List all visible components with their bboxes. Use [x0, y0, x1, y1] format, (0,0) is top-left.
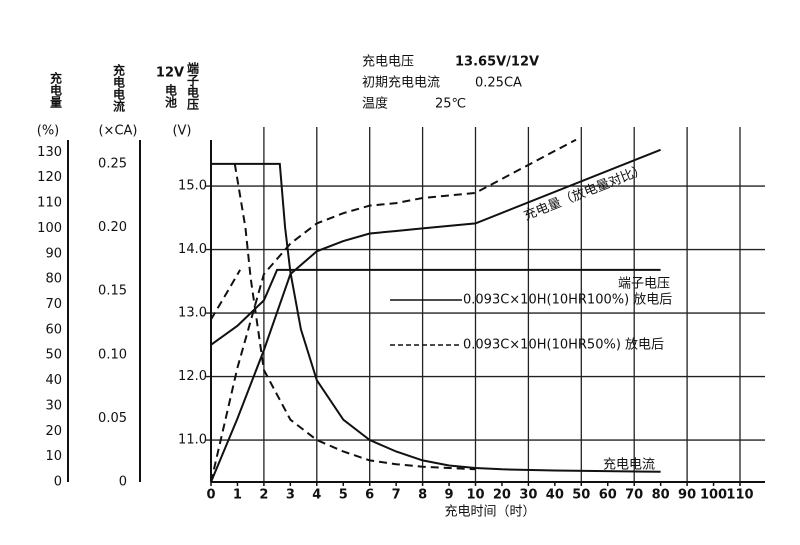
y2-tick-label: 0.15: [98, 284, 127, 299]
x-tick-label: 20: [493, 488, 511, 503]
y2-axis-title: 充电电流: [112, 63, 126, 113]
x-tick-label: 60: [599, 488, 617, 503]
y-tick-label: 120: [37, 170, 62, 185]
y-tick-label: 100: [37, 221, 62, 236]
y3-axis-title: 12V: [156, 66, 184, 81]
header-text: 充电电压: [362, 54, 414, 70]
curve: [210, 268, 661, 346]
x-tick-label: 9: [445, 488, 454, 503]
curve: [210, 148, 661, 483]
y-tick-label: 90: [45, 246, 62, 261]
x-tick-label: 40: [546, 488, 564, 503]
x-tick-label: 50: [572, 488, 590, 503]
x-tick-label: 100: [700, 488, 727, 503]
x-tick-label: 5: [339, 488, 348, 503]
x-tick-label: 1: [233, 488, 242, 503]
y2-tick-label: 0: [119, 475, 127, 490]
y-tick-label: 70: [45, 297, 62, 312]
y-tick-label: 60: [45, 322, 62, 337]
y3-tick-label: 15.0: [178, 179, 207, 194]
annotation: 充电电流: [603, 457, 655, 473]
y-tick-label: 40: [45, 373, 62, 388]
legend-label: 0.093C×10H(10HR50%) 放电后: [463, 338, 664, 353]
curve: [211, 162, 661, 473]
y2-tick-label: 0.10: [98, 347, 127, 362]
y3-axis-title: 端子电压: [186, 61, 200, 111]
y3-tick-label: 13.0: [178, 306, 207, 321]
y-tick-label: 30: [45, 398, 62, 413]
y-tick-label: 10: [45, 449, 62, 464]
x-tick-label: 4: [312, 488, 321, 503]
x-tick-label: 8: [418, 488, 427, 503]
y3-axis-unit: (V): [172, 124, 191, 139]
annotation: 充电量（放电量对比）: [521, 161, 648, 224]
y2-axis-unit: (×CA): [98, 124, 137, 139]
y-tick-label: 0: [54, 475, 62, 490]
legend-label: 0.093C×10H(10HR100%) 放电后: [463, 293, 672, 308]
y3-tick-label: 12.0: [178, 369, 207, 384]
y-tick-label: 130: [37, 145, 62, 160]
y-tick-label: 50: [45, 348, 62, 363]
x-tick-label: 110: [726, 488, 753, 503]
curve: [210, 269, 241, 320]
x-tick-label: 80: [652, 488, 670, 503]
y-tick-label: 20: [45, 424, 62, 439]
x-tick-label: 30: [519, 488, 537, 503]
y2-tick-label: 0.05: [98, 411, 127, 426]
y-axis-unit: (%): [37, 124, 60, 139]
header-text: 13.65V/12V: [455, 55, 539, 70]
x-axis-title: 充电时间（时）: [444, 504, 535, 520]
x-tick-label: 7: [392, 488, 401, 503]
x-tick-label: 2: [259, 488, 268, 503]
curve: [233, 163, 476, 471]
y2-tick-label: 0.25: [98, 156, 127, 171]
header-text: 温度: [362, 96, 388, 112]
y2-tick-label: 0.20: [98, 220, 127, 235]
header-text: 0.25CA: [475, 76, 522, 91]
header-text: 初期充电电流: [362, 75, 440, 91]
y-tick-label: 110: [37, 196, 62, 211]
y-tick-label: 80: [45, 272, 62, 287]
annotation: 端子电压: [618, 277, 670, 292]
y-axis-title: 充电量: [49, 71, 63, 108]
curve: [210, 138, 577, 483]
x-tick-label: 6: [365, 488, 374, 503]
x-tick-label: 90: [678, 488, 696, 503]
y3-tick-label: 11.0: [178, 433, 207, 448]
x-tick-label: 0: [206, 488, 215, 503]
x-tick-label: 70: [625, 488, 643, 503]
x-tick-label: 10: [466, 488, 484, 503]
y3-tick-label: 14.0: [178, 242, 207, 257]
header-text: 25℃: [435, 97, 466, 112]
y3-axis-title: 电池: [164, 83, 178, 109]
x-tick-label: 3: [286, 488, 295, 503]
